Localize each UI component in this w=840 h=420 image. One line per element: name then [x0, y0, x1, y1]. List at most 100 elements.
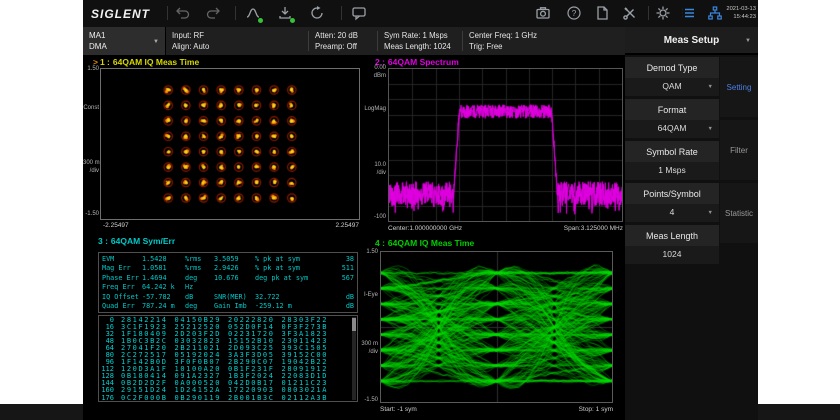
constellation-y-max-label: 1.50 — [83, 65, 99, 73]
spectrum-trace-label: LogMag — [356, 105, 386, 113]
screenshot-button[interactable] — [535, 5, 553, 23]
gear-icon — [655, 5, 671, 21]
spectrum-scale-label: 10.0 — [356, 161, 386, 169]
page: SIGLENT — [0, 0, 840, 420]
sidebar-item-label: Symbol Rate — [625, 141, 719, 162]
hex-group: 0C2F000B — [121, 394, 168, 402]
sidebar-item-meas-length[interactable]: Meas Length 1024▼ — [625, 225, 719, 264]
file-icon — [594, 5, 610, 21]
panel-title-text: 64QAM IQ Meas Time — [388, 238, 474, 248]
sidebar-item-label: Meas Length — [625, 225, 719, 246]
config-freq-readout: Center Freq: 1 GHz Trig: Free — [469, 30, 537, 52]
sidebar-title: Meas Setup — [664, 35, 720, 46]
measurement-cell: Phase Err — [102, 274, 142, 283]
sidebar-item-value: 1 Msps — [658, 165, 685, 175]
measurement-cell: dB — [319, 302, 354, 311]
panel-title-text: 64QAM Sym/Err — [111, 236, 175, 246]
eye-y-max-label: 1.50 — [356, 248, 378, 256]
hex-row: 1760C2F000B0B2901192B001B3C02112A3B — [101, 395, 349, 402]
measurement-cell — [319, 283, 354, 292]
measurement-row: Freq Err64.242 kHz — [102, 283, 354, 292]
config-line: Align: Auto — [172, 41, 209, 52]
message-button[interactable] — [351, 5, 369, 23]
help-icon: ? — [566, 5, 582, 21]
save-button[interactable] — [277, 5, 295, 23]
tab-setting[interactable]: Setting — [720, 57, 758, 117]
measurement-cell — [255, 283, 319, 292]
meas-setup-menu-header[interactable]: Meas Setup ▼ — [625, 27, 758, 55]
constellation-x-max-label: 2.25497 — [311, 222, 359, 229]
sidebar-item-label: Demod Type — [625, 57, 719, 78]
sidebar-item-symbol-rate[interactable]: Symbol Rate 1 Msps▼ — [625, 141, 719, 180]
sidebar-item-demod-type[interactable]: Demod Type QAM▼ — [625, 57, 719, 96]
measurement-row: IQ Offset-57.782dBSNR(MER)32.722dB — [102, 293, 354, 302]
panel-title-text: 64QAM Spectrum — [388, 57, 459, 67]
chevron-down-icon: ▼ — [708, 79, 713, 96]
timestamp-time: 15:44:23 — [716, 13, 756, 21]
constellation-trace-label: Const — [83, 104, 99, 112]
sidebar: Meas Setup ▼ Demod Type QAM▼ Format 64QA… — [625, 27, 758, 420]
panel-number: 3 : — [98, 236, 108, 246]
eye-scale-unit: /div — [356, 348, 378, 356]
tab-filter[interactable]: Filter — [720, 120, 758, 180]
chevron-down-icon: ▼ — [708, 205, 713, 222]
measurement-row: Quad Err787.24 mdegGain Imb-259.12 mdB — [102, 302, 354, 311]
chevron-down-icon: ▼ — [745, 27, 751, 55]
brand-logo: SIGLENT — [91, 7, 150, 21]
spectrum-span-label: Span:3.125000 MHz — [513, 225, 623, 232]
measurement-cell: 64.242 k — [142, 283, 185, 292]
measurement-cell: dB — [319, 293, 354, 302]
sidebar-item-points-symbol[interactable]: Points/Symbol 4▼ — [625, 183, 719, 222]
sidebar-item-label: Format — [625, 99, 719, 120]
chevron-down-icon: ▼ — [708, 121, 713, 138]
constellation-scale-label: 300 m — [83, 159, 99, 167]
constellation-plot-frame — [100, 68, 360, 220]
toolbar-divider — [341, 6, 342, 20]
file-button[interactable] — [594, 5, 612, 23]
status-dot — [258, 18, 263, 23]
channel-selector[interactable]: MA1 DMA ▼ — [83, 27, 166, 55]
measurement-cell: Hz — [185, 283, 214, 292]
panel-number: 1 : — [100, 57, 110, 67]
symbol-hex-table: 02814221404150B292022282028303F22163C1F1… — [98, 315, 358, 402]
tools-icon — [622, 5, 638, 21]
measurement-cell: -259.12 m — [255, 302, 319, 311]
camera-icon — [535, 5, 551, 21]
help-button[interactable]: ? — [566, 5, 584, 23]
peak-search-button[interactable] — [245, 5, 263, 23]
toolbar-divider — [235, 6, 236, 20]
spectrum-ref-unit-label: dBm — [356, 72, 386, 80]
config-atten-readout: Atten: 20 dB Preamp: Off — [315, 30, 358, 52]
sidebar-item-format[interactable]: Format 64QAM▼ — [625, 99, 719, 138]
panel-title-text: 64QAM IQ Meas Time — [113, 57, 199, 67]
preset-button[interactable] — [309, 5, 327, 23]
config-line: Meas Length: 1024 — [384, 41, 451, 52]
config-input-readout: Input: RF Align: Auto — [172, 30, 209, 52]
measurement-cell: deg — [185, 302, 214, 311]
message-icon — [351, 5, 367, 21]
measurement-cell: 1.4694 — [142, 274, 185, 283]
sidebar-item-value: 4 — [670, 207, 675, 217]
measurement-cell: Mag Err — [102, 264, 142, 273]
symerr-panel-title: 3 :64QAM Sym/Err — [98, 236, 175, 246]
redo-button[interactable] — [205, 5, 223, 23]
spectrum-plot-frame — [388, 68, 623, 222]
constellation-panel-title: >1 :64QAM IQ Meas Time — [93, 57, 199, 67]
analyzer-screen: SIGLENT — [83, 0, 758, 420]
spectrum-plot — [389, 69, 622, 221]
hex-scrollbar[interactable] — [352, 317, 356, 400]
hex-scrollbar-thumb[interactable] — [352, 318, 356, 331]
measurement-cell: 2.9426 — [214, 264, 255, 273]
measurement-cell: Freq Err — [102, 283, 142, 292]
measurement-cell: 1.0581 — [142, 264, 185, 273]
measurement-cell: 511 — [319, 264, 354, 273]
config-divider — [377, 31, 378, 51]
settings-button[interactable] — [655, 5, 673, 23]
measurement-cell: 1.5428 — [142, 255, 185, 264]
tools-button[interactable] — [622, 5, 640, 23]
menu-button[interactable] — [681, 5, 699, 23]
tab-statistic[interactable]: Statistic — [720, 183, 758, 243]
undo-button[interactable] — [175, 5, 193, 23]
measurement-cell: Quad Err — [102, 302, 142, 311]
spectrum-scale-unit: /div — [356, 169, 386, 177]
